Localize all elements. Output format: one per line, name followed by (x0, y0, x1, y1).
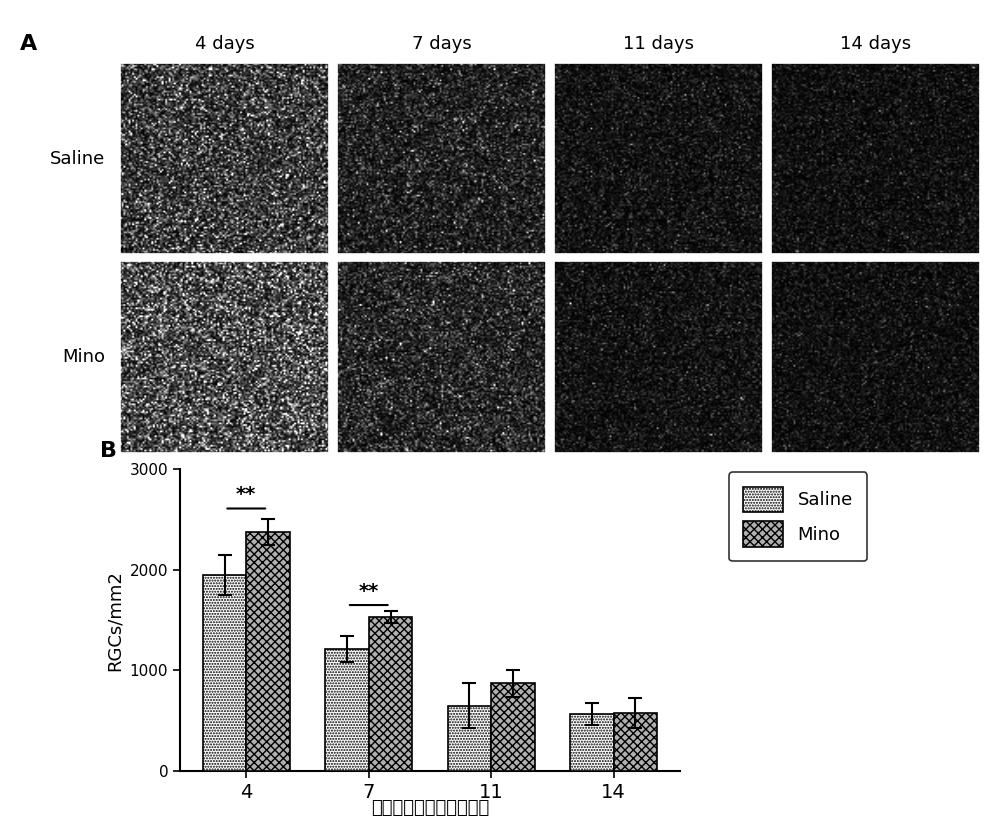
Bar (203, 575, 246, 771)
Text: 视神经钒夹损伤后的天数: 视神经钒夹损伤后的天数 (371, 799, 489, 817)
Bar (570, 714, 614, 771)
Bar (369, 617, 412, 771)
Bar (448, 706, 491, 771)
Bar (614, 712, 657, 771)
Bar (491, 684, 535, 771)
Text: Mino: Mino (62, 348, 105, 365)
Bar (246, 531, 290, 771)
Y-axis label: RGCs/mm2: RGCs/mm2 (106, 570, 124, 670)
Text: **: ** (359, 582, 379, 601)
Text: **: ** (236, 485, 256, 504)
Legend: Saline, Mino: Saline, Mino (729, 473, 867, 561)
Text: Saline: Saline (50, 150, 105, 168)
Text: 11 days: 11 days (623, 35, 694, 53)
Text: 4 days: 4 days (195, 35, 254, 53)
Text: 7 days: 7 days (412, 35, 471, 53)
Text: 14 days: 14 days (840, 35, 911, 53)
Bar (325, 649, 369, 771)
Text: A: A (20, 34, 37, 54)
Text: B: B (100, 441, 117, 461)
